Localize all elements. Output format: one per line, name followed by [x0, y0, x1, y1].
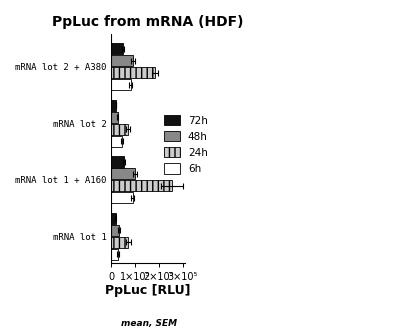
- Bar: [111, 156, 124, 168]
- Text: mean, SEM: mean, SEM: [121, 319, 177, 328]
- Bar: [111, 180, 172, 191]
- Bar: [111, 112, 118, 123]
- Bar: [111, 79, 131, 90]
- Title: PpLuc from mRNA (HDF): PpLuc from mRNA (HDF): [52, 15, 244, 29]
- Bar: [111, 124, 129, 135]
- X-axis label: PpLuc [RLU]: PpLuc [RLU]: [105, 284, 191, 297]
- Legend: 72h, 48h, 24h, 6h: 72h, 48h, 24h, 6h: [164, 115, 208, 174]
- Bar: [111, 55, 132, 66]
- Bar: [111, 237, 129, 248]
- Bar: [111, 135, 122, 147]
- Bar: [111, 67, 155, 78]
- Bar: [111, 43, 123, 54]
- Bar: [111, 213, 116, 224]
- Bar: [111, 249, 118, 260]
- Bar: [111, 100, 116, 111]
- Bar: [111, 192, 132, 203]
- Bar: [111, 168, 135, 179]
- Bar: [111, 225, 119, 236]
